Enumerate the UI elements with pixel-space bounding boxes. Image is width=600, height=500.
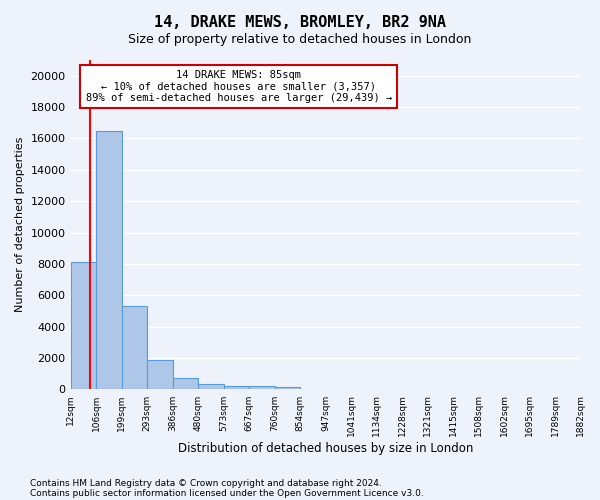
Bar [96, 130, 122, 390]
Text: Size of property relative to detached houses in London: Size of property relative to detached ho… [128, 32, 472, 46]
Bar [173, 378, 198, 390]
Bar [224, 386, 249, 390]
Bar [198, 384, 224, 390]
Bar [147, 360, 173, 390]
Bar [249, 386, 275, 390]
Text: 14 DRAKE MEWS: 85sqm
← 10% of detached houses are smaller (3,357)
89% of semi-de: 14 DRAKE MEWS: 85sqm ← 10% of detached h… [86, 70, 392, 103]
Bar [122, 306, 147, 390]
Text: 14, DRAKE MEWS, BROMLEY, BR2 9NA: 14, DRAKE MEWS, BROMLEY, BR2 9NA [154, 15, 446, 30]
X-axis label: Distribution of detached houses by size in London: Distribution of detached houses by size … [178, 442, 473, 455]
Y-axis label: Number of detached properties: Number of detached properties [15, 137, 25, 312]
Bar [71, 262, 96, 390]
Text: Contains HM Land Registry data © Crown copyright and database right 2024.: Contains HM Land Registry data © Crown c… [30, 478, 382, 488]
Bar [275, 388, 300, 390]
Text: Contains public sector information licensed under the Open Government Licence v3: Contains public sector information licen… [30, 488, 424, 498]
